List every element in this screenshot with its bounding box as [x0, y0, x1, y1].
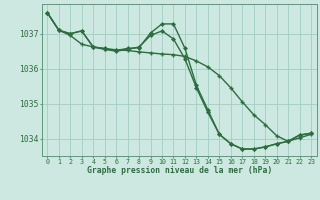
X-axis label: Graphe pression niveau de la mer (hPa): Graphe pression niveau de la mer (hPa) — [87, 166, 272, 175]
